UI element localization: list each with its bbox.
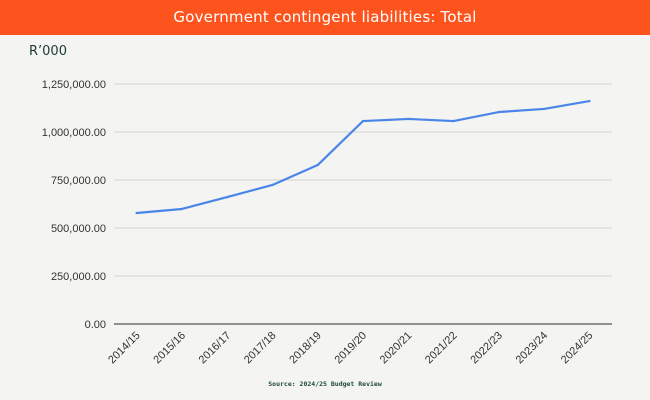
- data-point: [452, 119, 455, 123]
- x-tick-label: 2019/20: [333, 330, 370, 367]
- data-point: [225, 195, 229, 199]
- data-point: [497, 110, 501, 114]
- data-point: [588, 99, 591, 103]
- y-tick-label: 0.00: [85, 319, 106, 331]
- source-note: Source: 2024/25 Budget Review: [268, 380, 382, 388]
- series-line-total: [136, 100, 590, 215]
- y-tick-label: 250,000.00: [51, 271, 106, 283]
- x-tick-label: 2018/19: [287, 330, 324, 367]
- data-point: [542, 107, 546, 111]
- y-tick-label: 1,250,000.00: [42, 79, 106, 91]
- x-tick-label: 2020/21: [378, 330, 415, 367]
- x-tick-label: 2014/15: [106, 330, 143, 367]
- y-tick-label: 750,000.00: [51, 175, 106, 187]
- x-tick-label: 2022/23: [468, 330, 505, 367]
- x-tick-label: 2021/22: [423, 330, 460, 367]
- data-point: [271, 183, 274, 187]
- x-tick-label: 2015/16: [151, 330, 188, 367]
- y-tick-label: 500,000.00: [51, 223, 106, 235]
- x-tick-label: 2017/18: [242, 330, 279, 367]
- y-tick-label: 1,000,000.00: [42, 127, 106, 139]
- data-point: [407, 117, 410, 121]
- data-point: [135, 211, 138, 215]
- x-tick-label: 2024/25: [559, 330, 596, 367]
- x-axis-ticks: 2014/15 2015/16 2016/17 2017/18 2018/19 2019/…: [106, 330, 595, 367]
- chart-title-banner: Government contingent liabilities: Total: [0, 0, 650, 35]
- data-point: [180, 207, 184, 211]
- x-tick-label: 2023/24: [514, 330, 551, 367]
- y-axis-unit-label: R’000: [29, 44, 67, 59]
- gridlines: [114, 83, 612, 277]
- x-tick-label: 2016/17: [197, 330, 234, 367]
- data-point: [361, 119, 365, 123]
- y-axis-ticks: 0.00 250,000.00 500,000.00 750,000.00 1,000,…: [42, 79, 106, 331]
- data-point: [316, 163, 319, 167]
- chart-title: Government contingent liabilities: Total: [173, 8, 477, 26]
